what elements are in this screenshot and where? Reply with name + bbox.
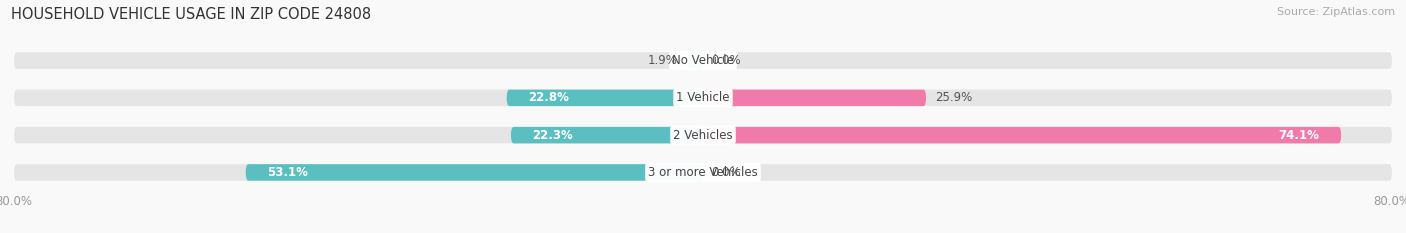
- FancyBboxPatch shape: [14, 90, 1392, 106]
- FancyBboxPatch shape: [510, 127, 703, 143]
- Text: 2 Vehicles: 2 Vehicles: [673, 129, 733, 142]
- Text: 53.1%: 53.1%: [267, 166, 308, 179]
- Text: 22.8%: 22.8%: [529, 91, 569, 104]
- FancyBboxPatch shape: [246, 164, 703, 181]
- FancyBboxPatch shape: [686, 52, 703, 69]
- Text: 0.0%: 0.0%: [711, 54, 741, 67]
- Text: No Vehicle: No Vehicle: [672, 54, 734, 67]
- Text: 22.3%: 22.3%: [533, 129, 574, 142]
- FancyBboxPatch shape: [14, 52, 1392, 69]
- Text: HOUSEHOLD VEHICLE USAGE IN ZIP CODE 24808: HOUSEHOLD VEHICLE USAGE IN ZIP CODE 2480…: [11, 7, 371, 22]
- FancyBboxPatch shape: [506, 90, 703, 106]
- Text: 1 Vehicle: 1 Vehicle: [676, 91, 730, 104]
- Text: Source: ZipAtlas.com: Source: ZipAtlas.com: [1277, 7, 1395, 17]
- Text: 1.9%: 1.9%: [648, 54, 678, 67]
- FancyBboxPatch shape: [14, 164, 1392, 181]
- Text: 0.0%: 0.0%: [711, 166, 741, 179]
- FancyBboxPatch shape: [703, 90, 927, 106]
- Text: 25.9%: 25.9%: [935, 91, 972, 104]
- FancyBboxPatch shape: [14, 127, 1392, 143]
- Text: 74.1%: 74.1%: [1278, 129, 1320, 142]
- Text: 3 or more Vehicles: 3 or more Vehicles: [648, 166, 758, 179]
- FancyBboxPatch shape: [703, 127, 1341, 143]
